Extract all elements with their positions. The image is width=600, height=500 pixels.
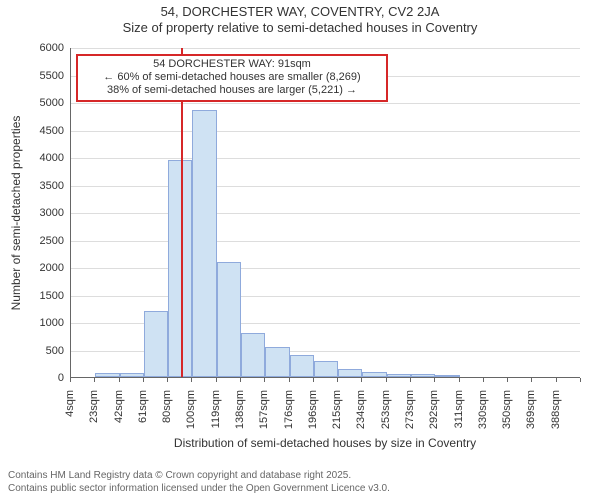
gridline	[71, 158, 580, 159]
attribution-footer: Contains HM Land Registry data © Crown c…	[8, 470, 390, 495]
ytick-label: 500	[0, 345, 64, 357]
gridline	[71, 213, 580, 214]
xtick	[337, 378, 338, 382]
histogram-bar	[144, 311, 168, 377]
gridline	[71, 48, 580, 49]
xtick-label: 350sqm	[501, 390, 513, 440]
y-axis-title: Number of semi-detached properties	[9, 116, 23, 311]
xtick	[483, 378, 484, 382]
footer-line2: Contains public sector information licen…	[8, 483, 390, 496]
xtick-label: 311sqm	[453, 390, 465, 440]
ytick-label: 5500	[0, 70, 64, 82]
xtick-label: 4sqm	[64, 390, 76, 440]
xtick	[361, 378, 362, 382]
footer-line1: Contains HM Land Registry data © Crown c…	[8, 470, 390, 483]
gridline	[71, 103, 580, 104]
chart-area: 0500100015002000250030003500400045005000…	[0, 40, 600, 470]
gridline	[71, 268, 580, 269]
xtick	[94, 378, 95, 382]
xtick-label: 273sqm	[404, 390, 416, 440]
xtick-label: 292sqm	[428, 390, 440, 440]
xtick	[507, 378, 508, 382]
xtick-label: 119sqm	[210, 390, 222, 440]
ytick-label: 1000	[0, 317, 64, 329]
histogram-bar	[192, 110, 216, 377]
xtick	[313, 378, 314, 382]
xtick-label: 23sqm	[88, 390, 100, 440]
xtick	[386, 378, 387, 382]
gridline	[71, 186, 580, 187]
annotation-line: 54 DORCHESTER WAY: 91sqm	[82, 58, 382, 71]
xtick-label: 330sqm	[477, 390, 489, 440]
gridline	[71, 296, 580, 297]
ytick-label: 5000	[0, 97, 64, 109]
xtick	[410, 378, 411, 382]
annotation-box: 54 DORCHESTER WAY: 91sqm← 60% of semi-de…	[76, 54, 388, 102]
xtick	[70, 378, 71, 382]
histogram-bar	[290, 355, 314, 377]
xtick	[191, 378, 192, 382]
xtick	[240, 378, 241, 382]
xtick-label: 176sqm	[283, 390, 295, 440]
title-line1: 54, DORCHESTER WAY, COVENTRY, CV2 2JA	[0, 4, 600, 20]
histogram-bar	[217, 262, 241, 378]
xtick	[119, 378, 120, 382]
xtick-label: 369sqm	[525, 390, 537, 440]
gridline	[71, 241, 580, 242]
title-line2: Size of property relative to semi-detach…	[0, 20, 600, 36]
xtick-label: 138sqm	[234, 390, 246, 440]
gridline	[71, 131, 580, 132]
histogram-bar	[95, 373, 119, 377]
xtick-label: 80sqm	[161, 390, 173, 440]
xtick	[459, 378, 460, 382]
xtick-label: 234sqm	[355, 390, 367, 440]
histogram-bar	[338, 369, 362, 377]
ytick-label: 6000	[0, 42, 64, 54]
xtick-label: 42sqm	[113, 390, 125, 440]
xtick-label: 157sqm	[258, 390, 270, 440]
xtick	[216, 378, 217, 382]
xtick	[434, 378, 435, 382]
histogram-bar	[362, 372, 386, 378]
xtick	[580, 378, 581, 382]
xtick	[556, 378, 557, 382]
x-axis-title: Distribution of semi-detached houses by …	[70, 436, 580, 450]
xtick	[143, 378, 144, 382]
xtick-label: 100sqm	[185, 390, 197, 440]
xtick-label: 388sqm	[550, 390, 562, 440]
histogram-bar	[120, 373, 144, 377]
histogram-bar	[411, 374, 435, 377]
histogram-bar	[435, 375, 459, 377]
xtick-label: 253sqm	[380, 390, 392, 440]
xtick-label: 196sqm	[307, 390, 319, 440]
histogram-bar	[314, 361, 338, 378]
xtick-label: 61sqm	[137, 390, 149, 440]
ytick-label: 0	[0, 372, 64, 384]
histogram-bar	[241, 333, 265, 377]
annotation-line: 38% of semi-detached houses are larger (…	[82, 84, 382, 97]
annotation-line: ← 60% of semi-detached houses are smalle…	[82, 71, 382, 84]
xtick	[531, 378, 532, 382]
xtick	[167, 378, 168, 382]
xtick	[289, 378, 290, 382]
xtick-label: 215sqm	[331, 390, 343, 440]
histogram-bar	[265, 347, 289, 377]
xtick	[264, 378, 265, 382]
histogram-bar	[387, 374, 411, 377]
chart-title: 54, DORCHESTER WAY, COVENTRY, CV2 2JASiz…	[0, 4, 600, 35]
